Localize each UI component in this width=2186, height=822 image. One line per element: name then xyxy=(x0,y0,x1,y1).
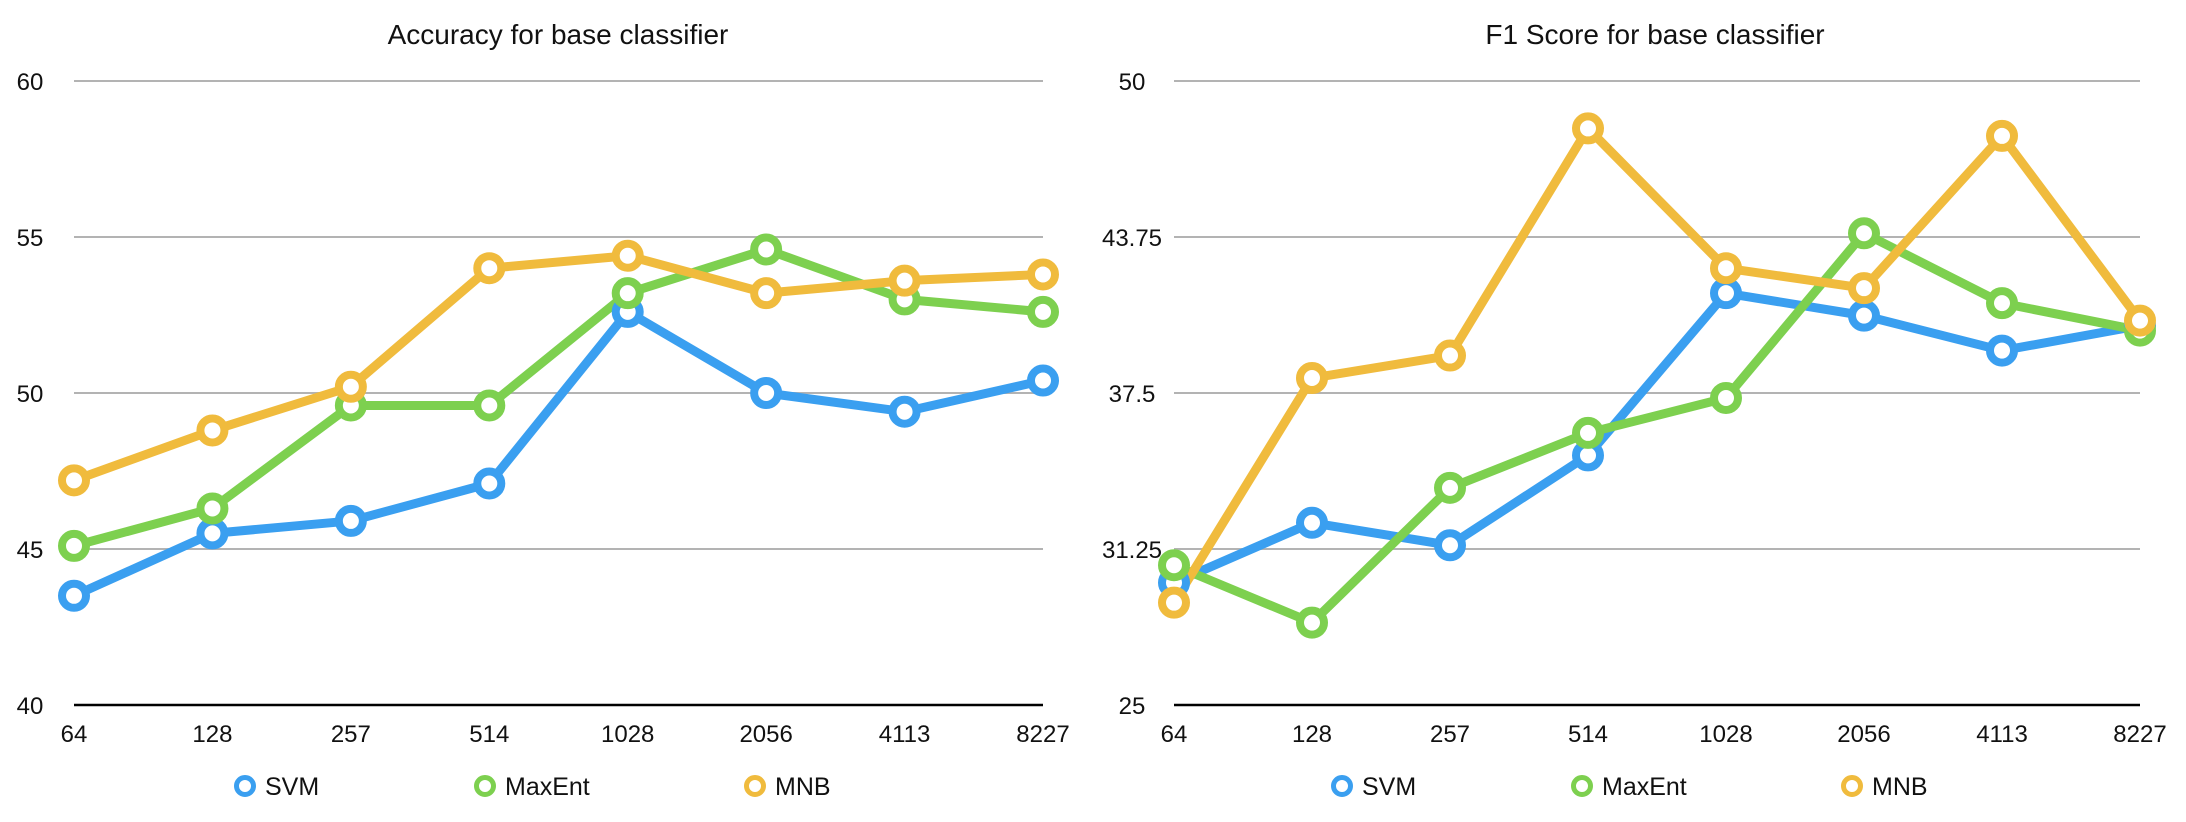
accuracy-chart: Accuracy for base classifier 40 45 50 55 60 64… xyxy=(17,19,1070,801)
accuracy-y-tick-label: 50 xyxy=(17,381,44,408)
f1-data-point-svm xyxy=(1710,277,1742,310)
f1-legend-marker-maxent xyxy=(1571,775,1593,797)
accuracy-y-tick-label: 60 xyxy=(17,69,44,96)
accuracy-data-point-mnb xyxy=(1027,258,1059,291)
accuracy-data-point-svm xyxy=(750,377,783,409)
accuracy-data-point-svm xyxy=(1027,364,1059,397)
accuracy-x-tick-label: 4113 xyxy=(879,721,931,748)
f1-y-tick-label: 25 xyxy=(1119,693,1146,720)
accuracy-data-point-maxent xyxy=(58,529,90,562)
accuracy-x-tick-label: 257 xyxy=(331,721,371,748)
accuracy-chart-title: Accuracy for base classifier xyxy=(388,19,729,50)
accuracy-data-point-mnb xyxy=(888,264,921,297)
f1-x-tick-label: 514 xyxy=(1568,721,1608,748)
f1-y-tick-label: 43.75 xyxy=(1102,225,1162,252)
f1-x-tick-label: 4113 xyxy=(1976,721,2028,748)
accuracy-y-tick-label: 45 xyxy=(17,537,44,564)
accuracy-x-tick-label: 128 xyxy=(192,721,232,748)
accuracy-series-line-mnb xyxy=(69,251,1048,485)
accuracy-data-point-svm xyxy=(473,467,506,500)
accuracy-x-tick-label: 8227 xyxy=(1016,721,1069,748)
accuracy-legend-marker-mnb xyxy=(744,775,766,797)
f1-x-tick-label: 128 xyxy=(1292,721,1332,748)
accuracy-y-tick-label: 40 xyxy=(17,693,44,720)
f1-y-tick-label: 50 xyxy=(1119,69,1146,96)
accuracy-data-point-mnb xyxy=(58,464,90,497)
accuracy-legend-marker-maxent xyxy=(474,775,496,797)
accuracy-data-point-maxent xyxy=(750,233,783,266)
accuracy-x-tick-label: 2056 xyxy=(739,721,792,748)
accuracy-x-tick-label: 64 xyxy=(61,721,88,748)
f1-data-point-svm xyxy=(1986,334,2018,367)
f1-chart: F1 Score for base classifier 25 31.25 37.5 4… xyxy=(1102,19,2167,801)
accuracy-x-tick-label: 514 xyxy=(469,721,509,748)
accuracy-data-point-svm xyxy=(888,395,921,428)
accuracy-data-point-svm xyxy=(58,579,90,612)
accuracy-x-tick-label: 1028 xyxy=(601,721,654,748)
f1-data-point-mnb xyxy=(2124,304,2156,337)
f1-data-point-svm xyxy=(1296,506,1328,539)
f1-series-line-svm xyxy=(1169,288,2145,588)
f1-data-point-maxent xyxy=(1434,471,1466,504)
f1-data-point-mnb xyxy=(1710,252,1742,285)
f1-data-point-maxent xyxy=(1710,381,1742,414)
f1-x-tick-label: 8227 xyxy=(2113,721,2166,748)
accuracy-y-tick-label: 55 xyxy=(17,225,44,252)
accuracy-data-point-maxent xyxy=(196,492,229,525)
accuracy-data-point-maxent xyxy=(473,389,506,422)
f1-data-point-mnb xyxy=(1296,362,1328,395)
accuracy-series-line-svm xyxy=(69,307,1048,601)
f1-legend-label-svm: SVM xyxy=(1362,773,1416,801)
f1-x-tick-label: 1028 xyxy=(1699,721,1752,748)
f1-data-point-mnb xyxy=(1572,112,1604,145)
f1-series-line-mnb xyxy=(1169,123,2145,608)
f1-data-point-svm xyxy=(1848,299,1880,332)
accuracy-legend-label-mnb: MNB xyxy=(775,773,831,801)
accuracy-legend-label-svm: SVM xyxy=(265,773,319,801)
accuracy-data-point-mnb xyxy=(196,414,229,447)
f1-x-tick-label: 64 xyxy=(1161,721,1188,748)
f1-legend-marker-svm xyxy=(1331,775,1353,797)
accuracy-data-point-svm xyxy=(334,504,367,537)
f1-data-point-maxent xyxy=(1158,549,1190,582)
f1-x-tick-label: 257 xyxy=(1430,721,1470,748)
f1-data-point-maxent xyxy=(1572,416,1604,449)
f1-data-point-svm xyxy=(1434,529,1466,562)
accuracy-data-point-maxent xyxy=(611,277,644,310)
f1-legend-label-mnb: MNB xyxy=(1872,773,1928,801)
f1-data-point-maxent xyxy=(1296,606,1328,639)
accuracy-data-point-maxent xyxy=(1027,295,1059,328)
f1-chart-title: F1 Score for base classifier xyxy=(1485,19,1824,50)
f1-y-tick-label: 37.5 xyxy=(1109,381,1156,408)
f1-legend-label-maxent: MaxEnt xyxy=(1602,773,1687,801)
accuracy-data-point-mnb xyxy=(334,370,367,403)
accuracy-legend-label-maxent: MaxEnt xyxy=(505,773,590,801)
f1-data-point-mnb xyxy=(1986,119,2018,152)
f1-data-point-mnb xyxy=(1434,339,1466,372)
f1-y-tick-label: 31.25 xyxy=(1102,537,1162,564)
f1-data-point-maxent xyxy=(1848,217,1880,250)
f1-series-line-maxent xyxy=(1169,228,2145,628)
accuracy-data-point-svm xyxy=(196,517,229,550)
f1-data-point-mnb xyxy=(1158,586,1190,619)
accuracy-series-line-maxent xyxy=(69,244,1048,551)
f1-x-tick-label: 2056 xyxy=(1837,721,1890,748)
accuracy-data-point-mnb xyxy=(473,252,506,285)
f1-data-point-mnb xyxy=(1848,272,1880,305)
accuracy-legend-marker-svm xyxy=(234,775,256,797)
accuracy-data-point-mnb xyxy=(750,277,783,310)
f1-data-point-maxent xyxy=(1986,287,2018,320)
f1-legend-marker-mnb xyxy=(1841,775,1863,797)
accuracy-data-point-mnb xyxy=(611,239,644,272)
